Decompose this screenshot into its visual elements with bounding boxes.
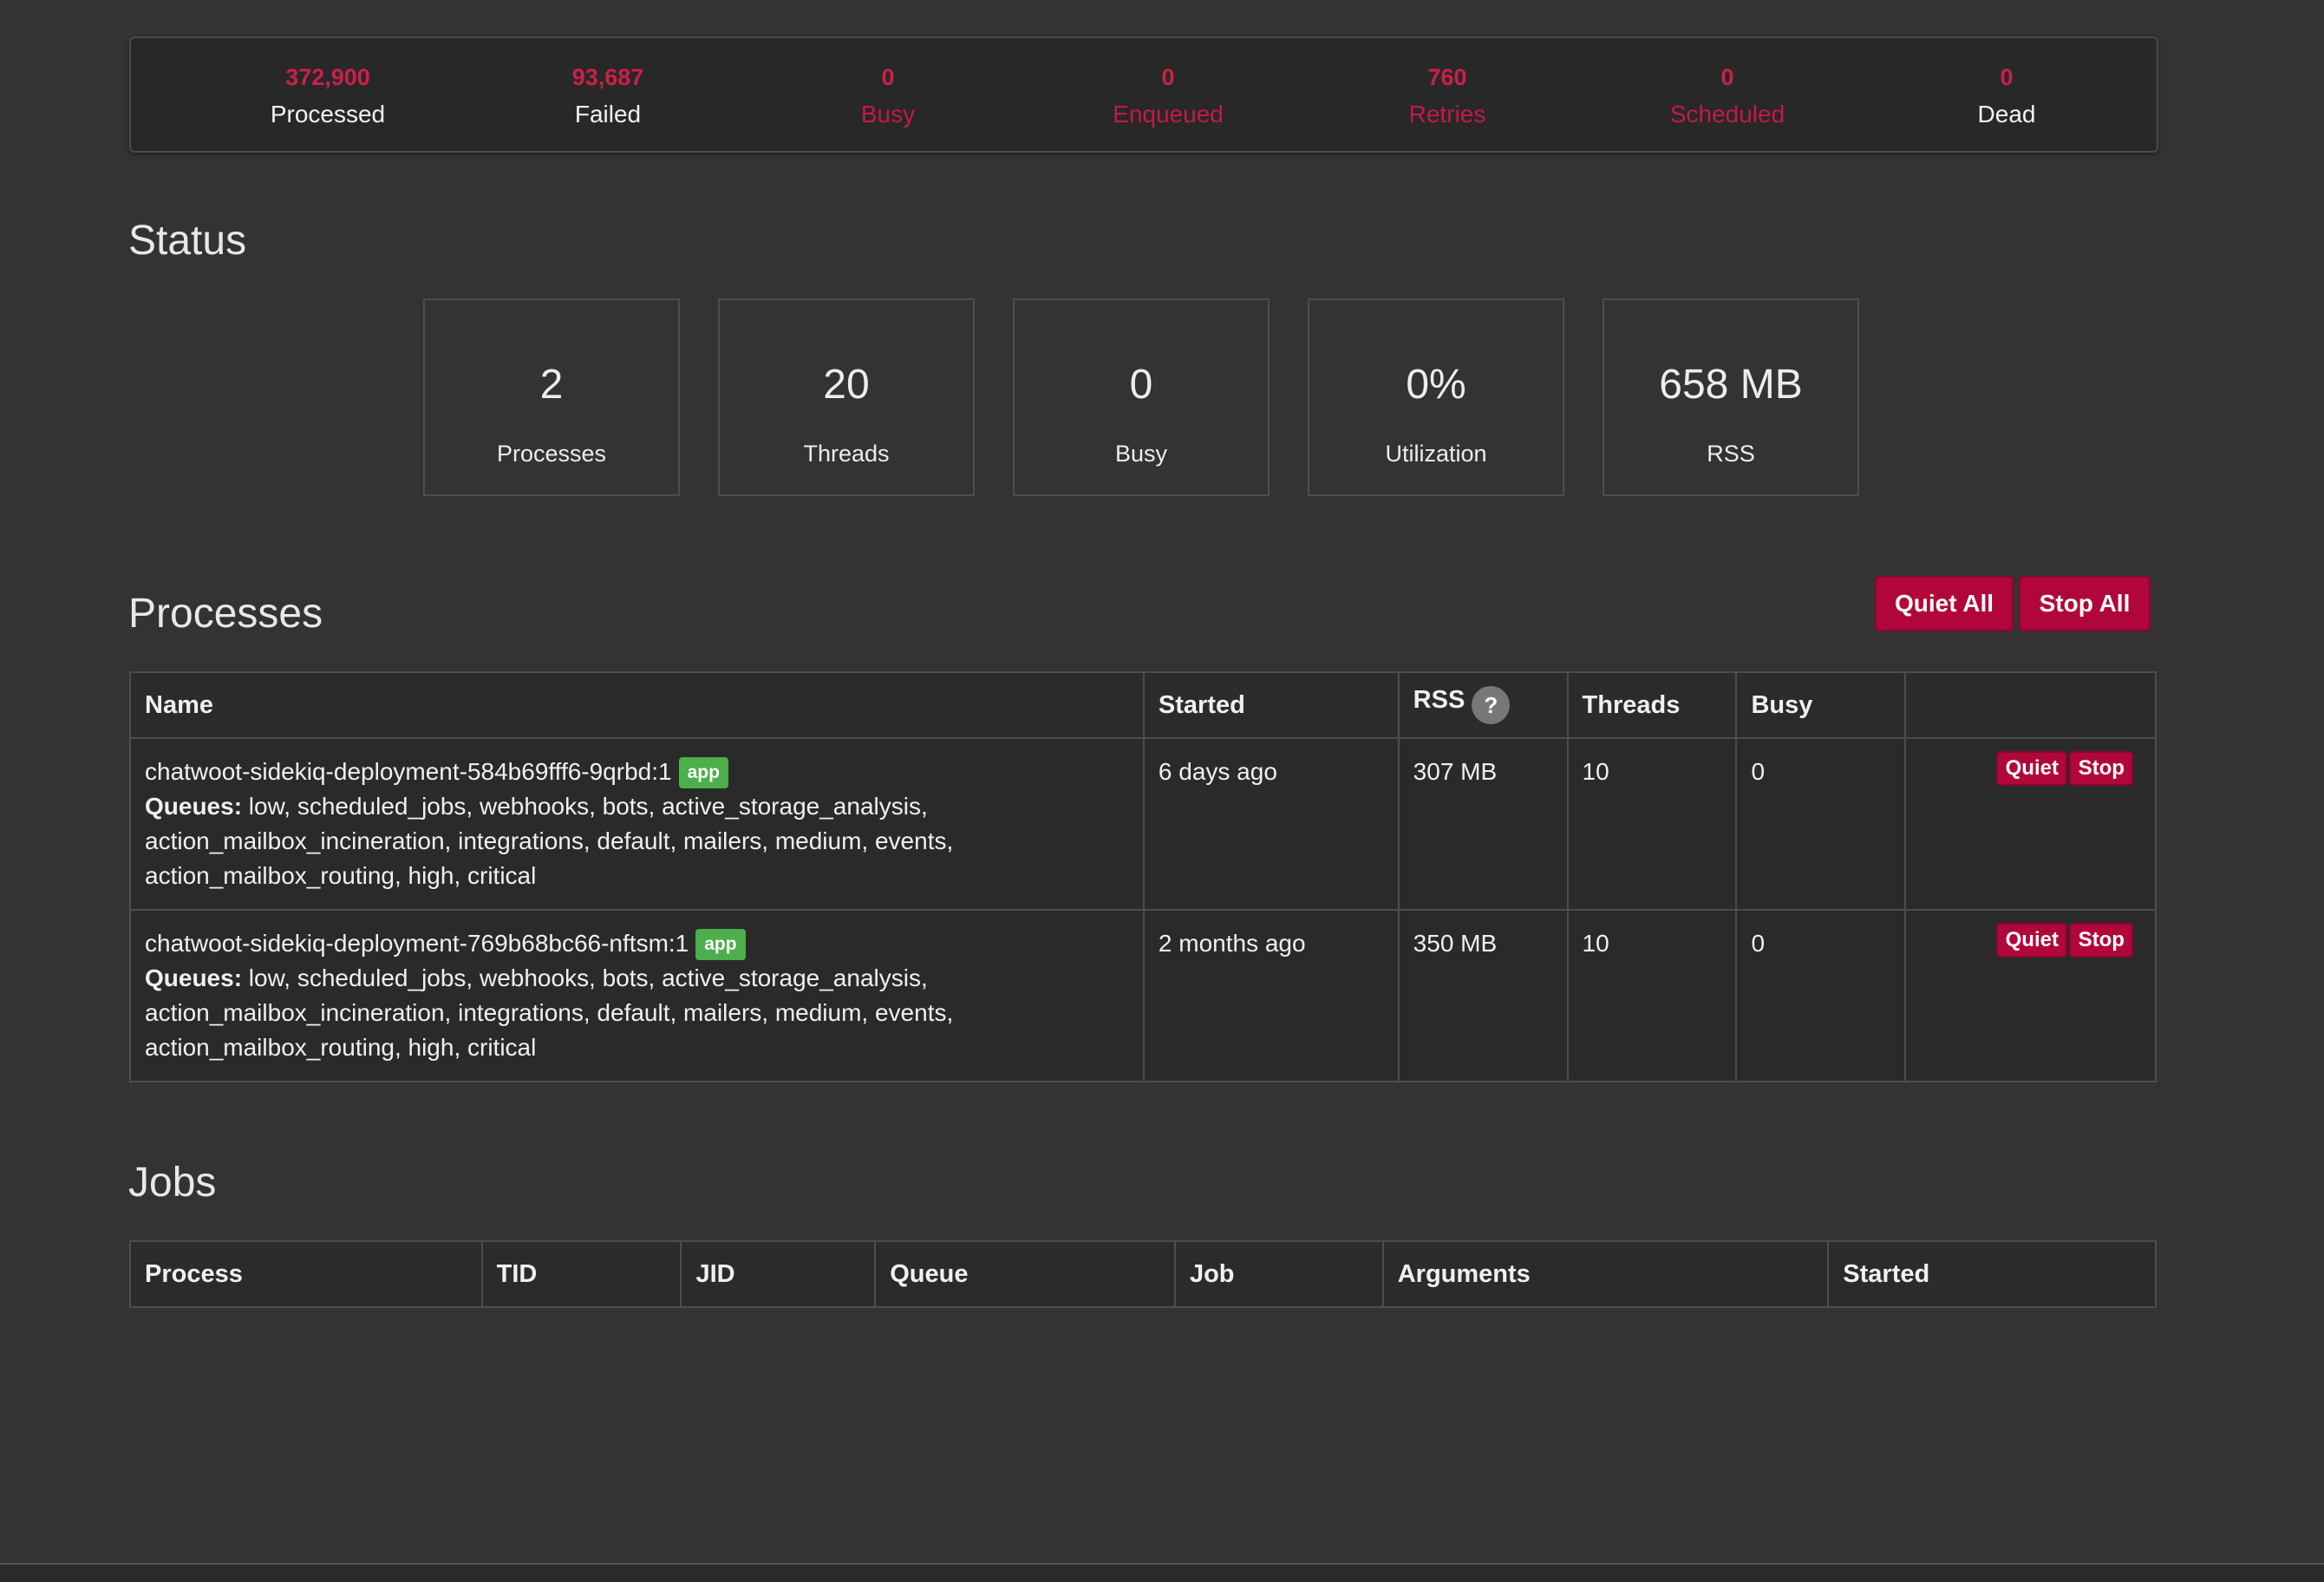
summary-label: Failed bbox=[574, 101, 642, 127]
process-tag-badge: app bbox=[695, 929, 746, 960]
quiet-button[interactable]: Quiet bbox=[1996, 751, 2068, 786]
processes-table: Name Started RSS? Threads Busy chatwoot-… bbox=[129, 671, 2157, 1082]
col-threads: Threads bbox=[1566, 671, 1738, 739]
queues-label: Queues: bbox=[145, 964, 243, 991]
status-box-busy: 0 Busy bbox=[1013, 298, 1270, 496]
col-process: Process bbox=[129, 1240, 483, 1308]
jobs-table: Process TID JID Queue Job Arguments Star… bbox=[129, 1240, 2157, 1308]
col-job: Job bbox=[1173, 1240, 1384, 1308]
summary-value: 0 bbox=[2000, 64, 2014, 90]
summary-value: 372,900 bbox=[285, 64, 370, 90]
processes-title: Processes bbox=[128, 591, 323, 637]
process-rss: 307 MB bbox=[1397, 737, 1569, 911]
status-label: Threads bbox=[803, 441, 890, 467]
process-actions: Quiet Stop bbox=[1904, 737, 2157, 911]
col-actions bbox=[1904, 671, 2157, 739]
summary-value: 760 bbox=[1427, 64, 1467, 90]
table-row: chatwoot-sidekiq-deployment-584b69fff6-9… bbox=[129, 737, 2157, 911]
status-box-rss: 658 MB RSS bbox=[1603, 298, 1859, 496]
summary-value: 0 bbox=[881, 64, 895, 90]
col-name: Name bbox=[129, 671, 1145, 739]
col-rss-label: RSS bbox=[1413, 686, 1466, 714]
summary-bar: 372,900 Processed 93,687 Failed 0 Busy 0… bbox=[129, 36, 2158, 153]
process-threads: 10 bbox=[1566, 737, 1738, 911]
queues-list: low, scheduled_jobs, webhooks, bots, act… bbox=[242, 793, 928, 820]
status-value: 0% bbox=[1406, 362, 1466, 408]
summary-label: Enqueued bbox=[1113, 101, 1224, 127]
status-value: 0 bbox=[1129, 362, 1153, 408]
summary-label: Dead bbox=[1977, 101, 2036, 127]
queues-list: action_mailbox_incineration, integration… bbox=[145, 827, 954, 854]
processes-header-row: Name Started RSS? Threads Busy bbox=[129, 671, 2157, 739]
summary-value: 0 bbox=[1720, 64, 1734, 90]
queues-list: low, scheduled_jobs, webhooks, bots, act… bbox=[242, 964, 928, 991]
col-busy: Busy bbox=[1735, 671, 1907, 739]
footer-divider bbox=[0, 1563, 2324, 1565]
col-arguments: Arguments bbox=[1381, 1240, 1830, 1308]
status-value: 658 MB bbox=[1659, 362, 1803, 408]
status-label: RSS bbox=[1707, 441, 1755, 467]
help-icon[interactable]: ? bbox=[1472, 686, 1511, 724]
summary-label: Scheduled bbox=[1669, 101, 1785, 127]
quiet-all-button[interactable]: Quiet All bbox=[1875, 576, 2014, 631]
stop-all-button[interactable]: Stop All bbox=[2019, 576, 2151, 631]
queues-list: action_mailbox_incineration, integration… bbox=[145, 999, 954, 1026]
col-queue: Queue bbox=[874, 1240, 1176, 1308]
process-name-cell: chatwoot-sidekiq-deployment-584b69fff6-9… bbox=[129, 737, 1145, 911]
quiet-button[interactable]: Quiet bbox=[1996, 923, 2068, 958]
summary-value: 0 bbox=[1161, 64, 1175, 90]
queues-list: action_mailbox_routing, high, critical bbox=[145, 1034, 537, 1061]
status-title: Status bbox=[128, 218, 247, 264]
col-jid: JID bbox=[680, 1240, 877, 1308]
jobs-title: Jobs bbox=[128, 1160, 217, 1206]
process-busy: 0 bbox=[1735, 909, 1907, 1082]
queues-label: Queues: bbox=[145, 793, 243, 820]
col-tid: TID bbox=[480, 1240, 682, 1308]
col-started: Started bbox=[1827, 1240, 2157, 1308]
process-started: 6 days ago bbox=[1142, 737, 1400, 911]
status-value: 20 bbox=[823, 362, 870, 408]
status-label: Processes bbox=[496, 441, 607, 467]
status-value: 2 bbox=[539, 362, 564, 408]
process-threads: 10 bbox=[1566, 909, 1738, 1082]
summary-label: Processed bbox=[270, 101, 386, 127]
process-busy: 0 bbox=[1735, 737, 1907, 911]
status-label: Utilization bbox=[1385, 441, 1487, 467]
footer bbox=[0, 1565, 2324, 1582]
process-name: chatwoot-sidekiq-deployment-584b69fff6-9… bbox=[145, 758, 672, 785]
process-rss: 350 MB bbox=[1397, 909, 1569, 1082]
status-box-processes: 2 Processes bbox=[423, 298, 680, 496]
summary-label: Retries bbox=[1408, 101, 1486, 127]
process-tag-badge: app bbox=[678, 757, 728, 788]
process-started: 2 months ago bbox=[1142, 909, 1400, 1082]
jobs-header-row: Process TID JID Queue Job Arguments Star… bbox=[129, 1240, 2157, 1308]
col-started: Started bbox=[1142, 671, 1400, 739]
process-name-cell: chatwoot-sidekiq-deployment-769b68bc66-n… bbox=[129, 909, 1145, 1082]
status-label: Busy bbox=[1114, 441, 1168, 467]
status-box-utilization: 0% Utilization bbox=[1308, 298, 1564, 496]
summary-label: Busy bbox=[860, 101, 916, 127]
summary-value: 93,687 bbox=[571, 64, 644, 90]
status-box-threads: 20 Threads bbox=[718, 298, 975, 496]
col-rss: RSS? bbox=[1397, 671, 1569, 739]
stop-button[interactable]: Stop bbox=[2069, 923, 2134, 958]
stop-button[interactable]: Stop bbox=[2069, 751, 2134, 786]
table-row: chatwoot-sidekiq-deployment-769b68bc66-n… bbox=[129, 909, 2157, 1082]
process-name: chatwoot-sidekiq-deployment-769b68bc66-n… bbox=[145, 930, 689, 957]
queues-list: action_mailbox_routing, high, critical bbox=[145, 862, 537, 889]
process-actions: Quiet Stop bbox=[1904, 909, 2157, 1082]
